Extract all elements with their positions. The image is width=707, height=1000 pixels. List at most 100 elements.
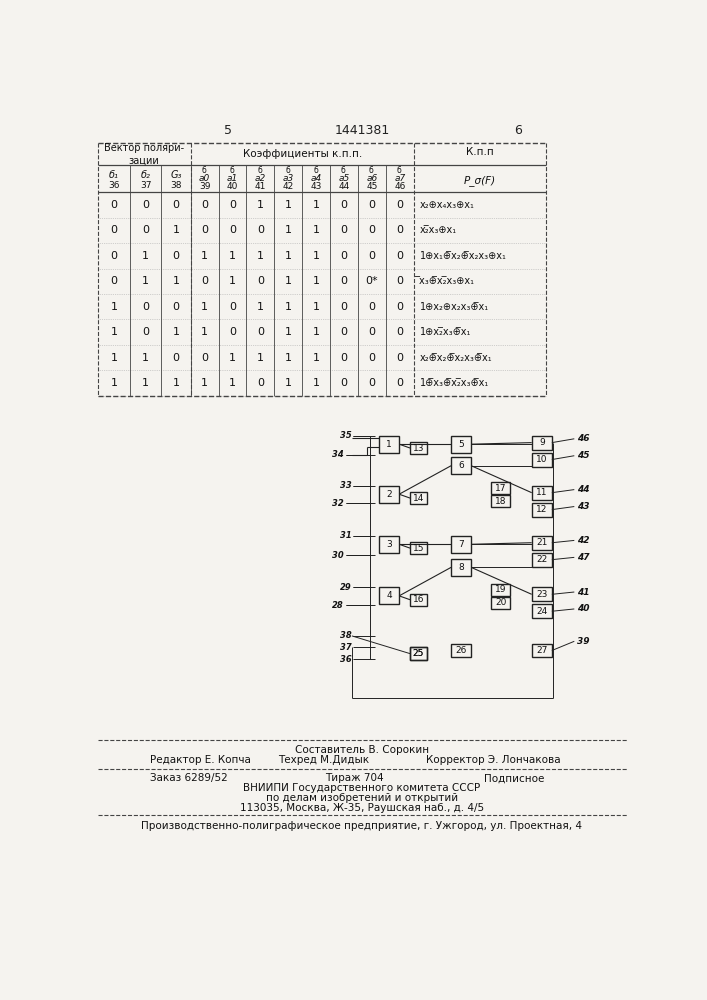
Text: 1: 1 [312, 302, 320, 312]
Text: 1: 1 [110, 327, 117, 337]
Text: 0: 0 [397, 200, 404, 210]
Text: 1⊕̅x₃⊕̅x₂̅x₃⊕̅x₁: 1⊕̅x₃⊕̅x₂̅x₃⊕̅x₁ [420, 378, 489, 388]
Bar [379, 587, 399, 604]
Text: 2: 2 [386, 490, 392, 499]
Text: б: б [341, 166, 346, 175]
Text: a7: a7 [395, 174, 406, 183]
Text: 0: 0 [110, 200, 117, 210]
Text: 1: 1 [201, 302, 208, 312]
Text: Производственно-полиграфическое предприятие, г. Ужгород, ул. Проектная, 4: Производственно-полиграфическое предприя… [141, 821, 583, 831]
Text: ВНИИПИ Государственного комитета СССР: ВНИИПИ Государственного комитета СССР [243, 783, 481, 793]
Text: 0: 0 [368, 378, 375, 388]
Text: 0: 0 [341, 327, 348, 337]
Bar [410, 542, 427, 554]
Text: 1: 1 [285, 200, 292, 210]
Text: 1⊕x₂⊕x₂x₃⊕̅x₁: 1⊕x₂⊕x₂x₃⊕̅x₁ [420, 302, 489, 312]
Text: 21: 21 [536, 538, 547, 547]
Text: 42: 42 [283, 182, 294, 191]
Text: 0: 0 [201, 200, 208, 210]
Text: б₁: б₁ [109, 170, 119, 180]
Text: 7: 7 [458, 540, 464, 549]
Text: 0: 0 [397, 327, 404, 337]
Text: 35: 35 [340, 431, 352, 440]
Text: 0: 0 [110, 251, 117, 261]
Text: б: б [201, 166, 206, 175]
Text: a3: a3 [283, 174, 294, 183]
Text: 1: 1 [229, 276, 236, 286]
Text: 0*: 0* [366, 276, 378, 286]
Text: Редактор Е. Копча: Редактор Е. Копча [151, 755, 251, 765]
Text: 1: 1 [142, 276, 149, 286]
Text: б: б [285, 166, 290, 175]
Text: 36: 36 [340, 654, 352, 664]
Text: G₃: G₃ [170, 170, 182, 180]
Text: б₂: б₂ [141, 170, 151, 180]
Text: 14: 14 [413, 494, 424, 503]
Text: 1: 1 [285, 302, 292, 312]
Text: 42: 42 [577, 536, 589, 545]
Text: 30: 30 [332, 551, 344, 560]
Text: 0: 0 [341, 251, 348, 261]
Text: б: б [369, 166, 373, 175]
Text: 1: 1 [173, 327, 180, 337]
Text: 19: 19 [495, 585, 506, 594]
Bar [532, 486, 552, 500]
Text: 23: 23 [536, 590, 547, 599]
Text: x₂⊕̅x₂⊕̅x₂x₃⊕̅x₁: x₂⊕̅x₂⊕̅x₂x₃⊕̅x₁ [420, 353, 493, 363]
Text: 44: 44 [577, 485, 589, 494]
Text: 1: 1 [285, 378, 292, 388]
Bar [491, 584, 510, 596]
Text: 38: 38 [170, 181, 182, 190]
Bar [410, 492, 427, 504]
Bar [532, 436, 552, 450]
Bar [532, 604, 552, 618]
Bar [491, 495, 510, 507]
Text: 6: 6 [515, 124, 522, 137]
Text: 1: 1 [201, 327, 208, 337]
Text: 1: 1 [257, 251, 264, 261]
Bar [532, 536, 552, 550]
Text: 3: 3 [386, 540, 392, 549]
Text: 1: 1 [110, 302, 117, 312]
Text: 36: 36 [108, 181, 119, 190]
Text: 26: 26 [455, 646, 467, 655]
Bar [532, 587, 552, 601]
Text: 0: 0 [173, 200, 180, 210]
Text: 32: 32 [332, 499, 344, 508]
Text: 1: 1 [285, 251, 292, 261]
Text: 0: 0 [229, 200, 236, 210]
Bar [451, 457, 472, 474]
Text: 1: 1 [110, 378, 117, 388]
Text: Коэффициенты к.п.п.: Коэффициенты к.п.п. [243, 149, 362, 159]
Text: 11: 11 [536, 488, 547, 497]
Bar [451, 644, 472, 657]
Text: 46: 46 [577, 434, 589, 443]
Text: a4: a4 [310, 174, 322, 183]
Text: 1: 1 [285, 327, 292, 337]
Bar [410, 647, 427, 660]
Text: 34: 34 [332, 450, 344, 459]
Text: 1: 1 [229, 251, 236, 261]
Text: 1: 1 [173, 276, 180, 286]
Text: 41: 41 [577, 588, 589, 597]
Text: 113035, Москва, Ж-35, Раушская наб., д. 4/5: 113035, Москва, Ж-35, Раушская наб., д. … [240, 803, 484, 813]
Text: 17: 17 [495, 484, 506, 493]
Text: 25: 25 [413, 649, 424, 658]
Text: 1: 1 [312, 200, 320, 210]
Text: 0: 0 [142, 302, 149, 312]
Text: 6: 6 [458, 461, 464, 470]
Text: P_σ(F): P_σ(F) [464, 175, 496, 186]
Text: б: б [313, 166, 318, 175]
Text: 0: 0 [368, 200, 375, 210]
Text: 12: 12 [536, 505, 547, 514]
Bar [451, 536, 472, 553]
Text: 0: 0 [173, 302, 180, 312]
Text: a2: a2 [255, 174, 266, 183]
Text: 1: 1 [201, 251, 208, 261]
Text: 0: 0 [341, 276, 348, 286]
Text: 28: 28 [332, 601, 344, 610]
Text: 0: 0 [201, 353, 208, 363]
Text: 0: 0 [341, 225, 348, 235]
Text: 39: 39 [577, 637, 589, 646]
Text: 22: 22 [536, 555, 547, 564]
